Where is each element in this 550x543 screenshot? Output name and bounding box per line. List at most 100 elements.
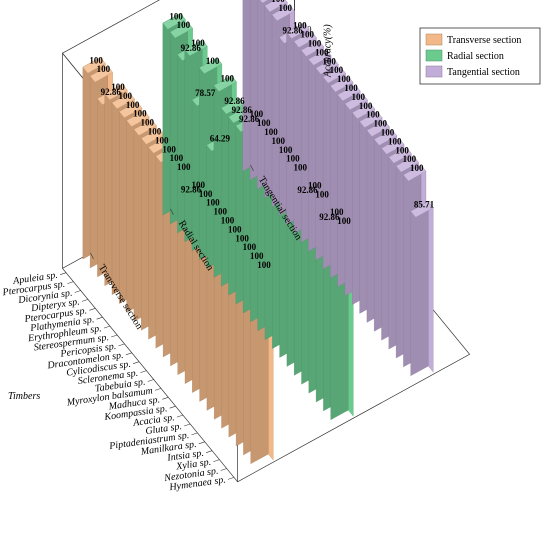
value-label: 100 <box>272 136 286 146</box>
value-label: 92.86 <box>181 185 202 195</box>
category-tick <box>220 468 227 471</box>
value-label: 92.86 <box>101 87 122 97</box>
category-tick <box>213 459 220 462</box>
value-label: 100 <box>315 189 329 199</box>
category-tick <box>184 423 191 427</box>
category-tick <box>133 361 140 364</box>
value-label: 92.86 <box>224 96 245 106</box>
category-tick <box>103 325 110 329</box>
value-label: 100 <box>126 100 140 110</box>
value-label: 100 <box>170 153 184 163</box>
value-label: 100 <box>243 242 257 252</box>
category-tick <box>198 441 205 445</box>
value-label: 92.86 <box>181 43 202 53</box>
value-label: 100 <box>366 110 380 120</box>
value-label: 100 <box>293 163 307 173</box>
value-label: 64.29 <box>210 133 231 143</box>
category-tick <box>154 388 162 391</box>
value-label: 100 <box>177 20 191 30</box>
category-label: Intsia sp. <box>166 448 205 464</box>
value-label: 100 <box>250 109 264 119</box>
value-label: 100 <box>191 38 205 48</box>
value-label: 100 <box>148 127 162 137</box>
category-tick <box>162 397 169 400</box>
z-axis-label: Accuracy(%) <box>322 24 333 78</box>
value-label: 92.86 <box>319 212 340 222</box>
value-label: 100 <box>330 207 344 217</box>
value-label: 100 <box>395 145 409 155</box>
category-tick <box>67 281 74 284</box>
value-label: 100 <box>279 3 293 13</box>
bars <box>82 0 434 465</box>
value-label: 100 <box>169 11 183 21</box>
category-tick <box>60 272 67 275</box>
bar <box>410 201 434 377</box>
value-label: 78.57 <box>195 88 216 98</box>
category-tick <box>125 352 132 356</box>
value-label: 100 <box>279 145 293 155</box>
category-tick <box>169 405 176 409</box>
legend: Transverse section Radial section Tangenti… <box>419 27 541 85</box>
legend-label: Tangential section <box>447 67 520 78</box>
value-label: 100 <box>344 83 358 93</box>
value-label: 100 <box>300 30 314 40</box>
value-label: 100 <box>257 260 271 270</box>
category-tick <box>147 379 154 382</box>
value-label: 92.86 <box>232 105 253 115</box>
group-tick <box>250 164 254 171</box>
value-label: 100 <box>373 119 387 129</box>
value-label: 100 <box>359 101 373 111</box>
legend-swatch <box>425 49 443 62</box>
value-label: 100 <box>97 64 111 74</box>
category-tick <box>81 299 89 302</box>
value-label: 100 <box>337 216 351 226</box>
value-label: 100 <box>410 163 424 173</box>
value-label: 100 <box>133 109 147 119</box>
value-label: 100 <box>140 118 154 128</box>
value-label: 100 <box>119 91 133 101</box>
value-label: 100 <box>257 118 271 128</box>
category-tick <box>118 343 125 347</box>
value-label: 100 <box>206 198 220 208</box>
value-label: 100 <box>322 56 336 66</box>
category-tick <box>140 370 147 373</box>
value-label: 100 <box>330 65 344 75</box>
value-label: 100 <box>89 55 103 65</box>
value-label: 100 <box>206 56 220 66</box>
category-label: Xylia sp. <box>175 457 212 473</box>
category-tick <box>191 432 198 436</box>
value-label: 100 <box>315 47 329 57</box>
value-label: 100 <box>271 0 285 4</box>
value-label: 100 <box>155 135 169 145</box>
value-label: 100 <box>337 74 351 84</box>
value-labels: 10010092.8610010010010010010010010010010… <box>89 0 434 270</box>
value-label: 100 <box>199 189 213 199</box>
value-label: 100 <box>403 154 417 164</box>
legend-label: Transverse section <box>447 35 521 46</box>
category-label: Gluta sp. <box>145 421 183 437</box>
value-label: 100 <box>264 127 278 137</box>
value-label: 100 <box>286 154 300 164</box>
value-label: 100 <box>308 180 322 190</box>
value-label: 100 <box>235 233 249 243</box>
value-label: 100 <box>111 82 125 92</box>
value-label: 100 <box>352 92 366 102</box>
value-label: 100 <box>220 74 234 84</box>
value-label: 100 <box>221 216 235 226</box>
value-label: 85.71 <box>414 199 435 209</box>
value-label: 100 <box>213 207 227 217</box>
category-tick <box>111 334 118 338</box>
category-tick <box>206 450 213 453</box>
legend-swatch <box>425 65 443 78</box>
value-label: 100 <box>250 251 264 261</box>
group-tick <box>170 208 174 215</box>
legend-label: Radial section <box>447 51 504 62</box>
category-tick <box>74 290 81 293</box>
value-label: 92.86 <box>282 26 303 36</box>
value-label: 100 <box>177 162 191 172</box>
value-label: 100 <box>388 136 402 146</box>
group-tick <box>90 252 94 259</box>
value-label: 100 <box>228 224 242 234</box>
value-label: 100 <box>192 180 206 190</box>
